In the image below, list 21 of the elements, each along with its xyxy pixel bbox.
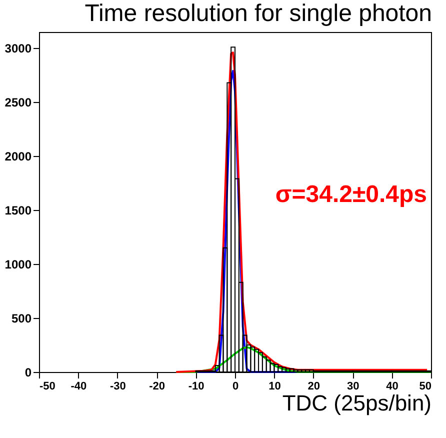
x-tick-label: -10: [188, 380, 204, 392]
x-tick-label: 40: [386, 380, 398, 392]
x-tick-label: 20: [308, 380, 320, 392]
x-tick-label: 10: [268, 380, 281, 392]
y-tick-label: 1500: [4, 204, 32, 218]
x-axis-title: TDC (25ps/bin): [282, 390, 432, 416]
y-tick-label: 2500: [4, 96, 32, 110]
x-tick-label: -40: [70, 380, 87, 392]
y-tick-label: 2000: [4, 150, 32, 164]
x-tick-label: 30: [346, 380, 360, 392]
x-tick-label: 0: [232, 380, 239, 392]
y-tick-label: 3000: [4, 42, 32, 56]
y-tick-label: 500: [11, 312, 32, 326]
y-tick-label: 0: [24, 366, 32, 380]
x-tick-label: -20: [149, 380, 166, 392]
chart-title: Time resolution for single photon: [84, 0, 432, 27]
x-tick-label: 50: [419, 380, 432, 392]
y-tick-label: 1000: [4, 258, 32, 272]
x-tick-label: -30: [110, 380, 126, 392]
x-tick-label: -50: [40, 380, 56, 392]
annotation: σ=34.2±0.4ps: [275, 181, 427, 208]
